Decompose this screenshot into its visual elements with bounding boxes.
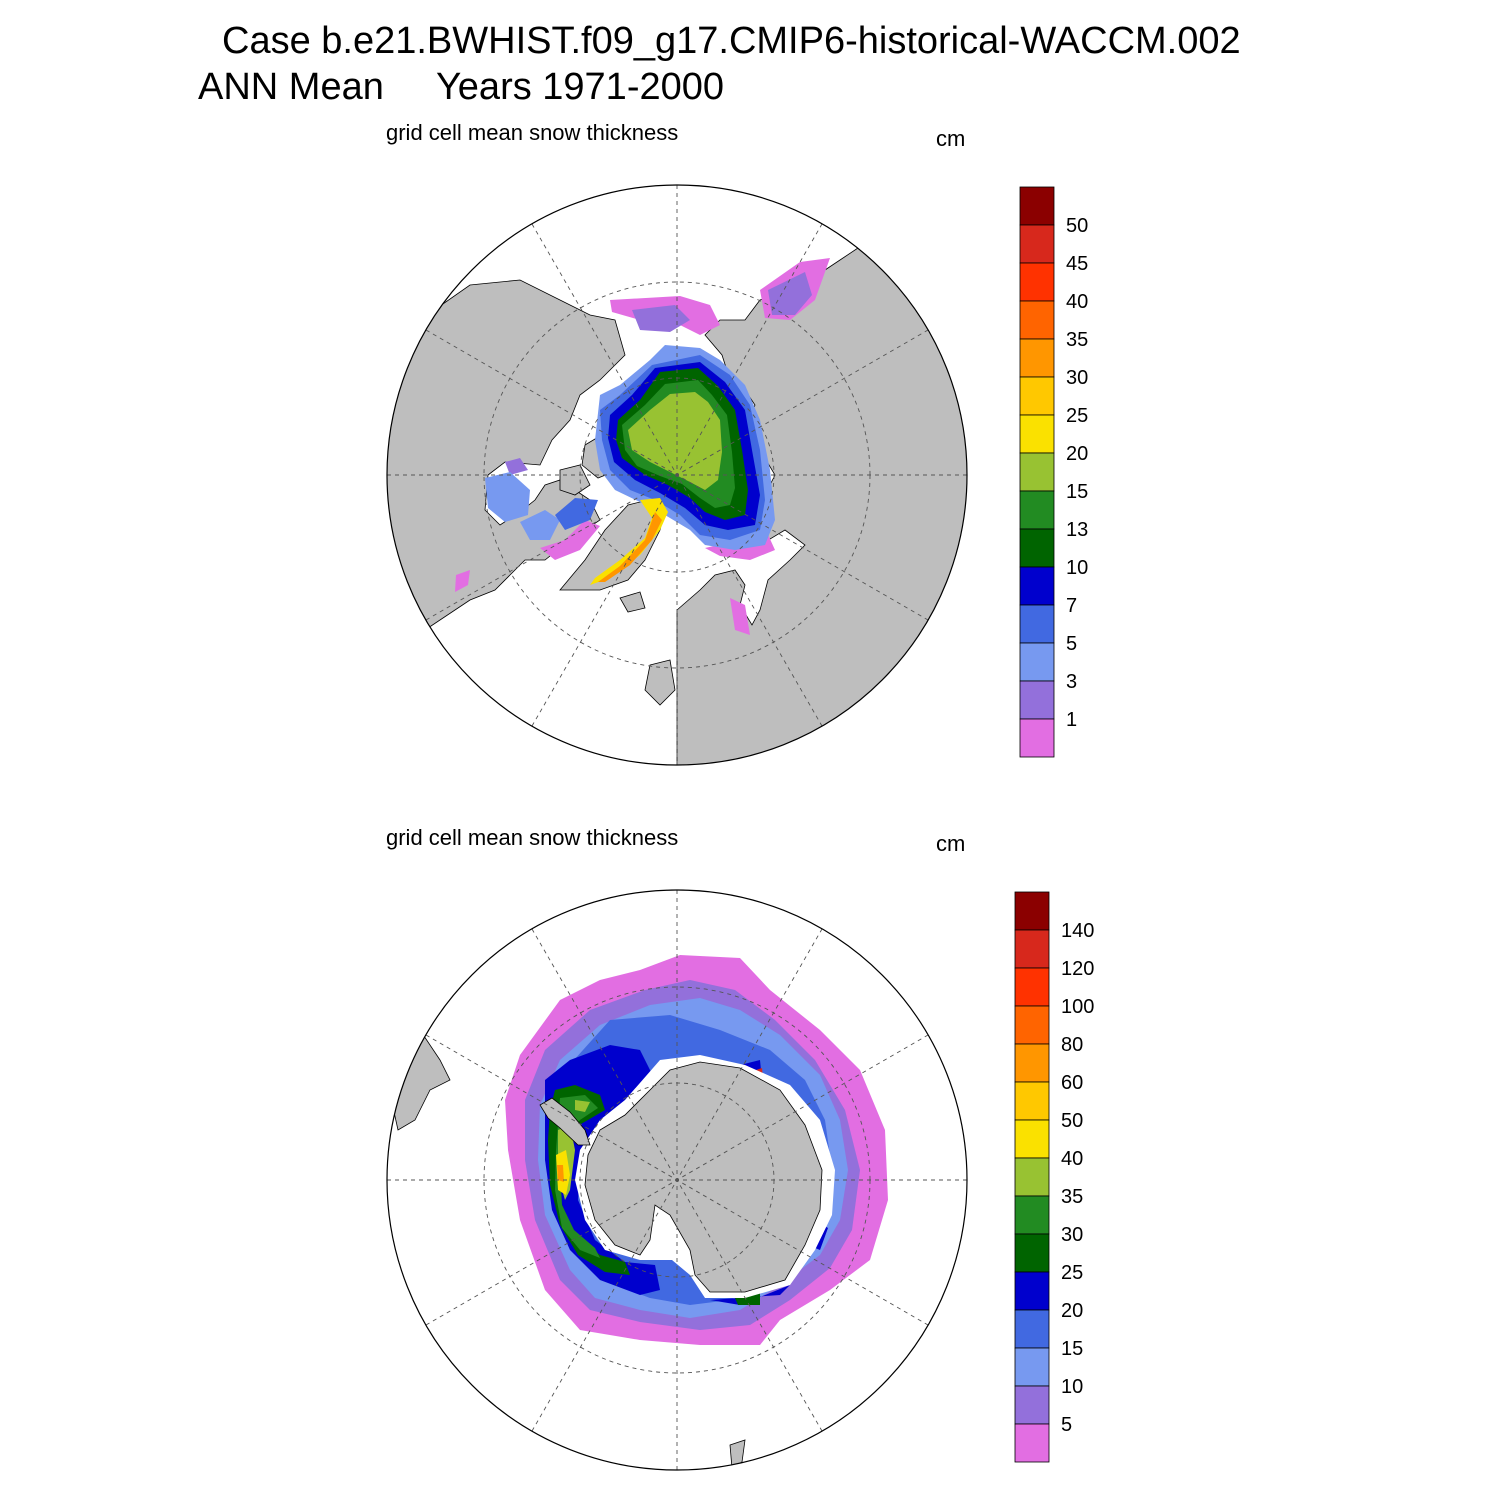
north-colorbar-box-7 — [1019, 452, 1055, 492]
south-colorbar-tick-label: 40 — [1061, 1148, 1083, 1170]
south-colorbar: 140 120 100 80 60 50 40 35 30 25 20 15 10 5 — [1014, 891, 1094, 1463]
south-land-africa-tip — [729, 1439, 746, 1469]
north-colorbar-tick-label: 25 — [1066, 405, 1088, 427]
south-colorbar-tick-label: 30 — [1061, 1224, 1083, 1246]
north-colorbar-tick-label: 5 — [1066, 633, 1077, 655]
south-land-peninsula — [539, 1097, 591, 1146]
north-colorbar-tick-label: 13 — [1066, 519, 1088, 541]
south-colorbar-tick-label: 10 — [1061, 1376, 1083, 1398]
south-colorbar-box-12 — [1014, 1347, 1050, 1387]
south-colorbar-tick-label: 80 — [1061, 1034, 1083, 1056]
south-colorbar-tick-label: 20 — [1061, 1300, 1083, 1322]
south-colorbar-box-0 — [1014, 891, 1050, 931]
north-colorbar-tick-label: 15 — [1066, 481, 1088, 503]
north-colorbar-tick-label: 35 — [1066, 329, 1088, 351]
south-colorbar-box-3 — [1014, 1005, 1050, 1045]
north-colorbar-box-3 — [1019, 300, 1055, 340]
north-colorbar-tick-label: 40 — [1066, 291, 1088, 313]
north-colorbar-box-0 — [1019, 186, 1055, 226]
north-colorbar-box-13 — [1019, 680, 1055, 720]
north-polar-map — [386, 184, 968, 766]
south-colorbar-box-9 — [1014, 1233, 1050, 1273]
south-colorbar-box-13 — [1014, 1385, 1050, 1425]
figure-title-line-2: ANN Mean Years 1971-2000 — [198, 66, 725, 108]
south-colorbar-tick-label: 15 — [1061, 1338, 1083, 1360]
south-colorbar-box-10 — [1014, 1271, 1050, 1311]
north-colorbar-tick-label: 3 — [1066, 671, 1077, 693]
south-colorbar-tick-label: 35 — [1061, 1186, 1083, 1208]
north-snow-band-10 — [598, 512, 662, 582]
north-colorbar-tick-label: 30 — [1066, 367, 1088, 389]
south-polar-map — [386, 889, 968, 1471]
north-colorbar-box-2 — [1019, 262, 1055, 302]
north-colorbar-box-6 — [1019, 414, 1055, 454]
south-colorbar-box-11 — [1014, 1309, 1050, 1349]
north-colorbar-tick-label: 1 — [1066, 709, 1077, 731]
north-colorbar-box-5 — [1019, 376, 1055, 416]
north-snow-band-9 — [590, 498, 668, 585]
south-panel-label: grid cell mean snow thickness — [386, 825, 679, 850]
north-colorbar-box-9 — [1019, 528, 1055, 568]
north-snow-band-8 — [628, 392, 722, 490]
south-colorbar-tick-label: 120 — [1061, 958, 1094, 980]
north-colorbar-box-1 — [1019, 224, 1055, 264]
south-colorbar-box-2 — [1014, 967, 1050, 1007]
north-colorbar-tick-label: 20 — [1066, 443, 1088, 465]
north-colorbar: 50 45 40 35 30 25 20 15 13 10 7 5 3 1 — [1019, 186, 1088, 758]
south-colorbar-box-4 — [1014, 1043, 1050, 1083]
south-colorbar-tick-label: 60 — [1061, 1072, 1083, 1094]
south-snow-band-10 — [557, 1165, 564, 1182]
south-colorbar-box-1 — [1014, 929, 1050, 969]
south-colorbar-tick-label: 140 — [1061, 920, 1094, 942]
south-colorbar-tick-label: 50 — [1061, 1110, 1083, 1132]
north-colorbar-box-8 — [1019, 490, 1055, 530]
north-colorbar-box-14 — [1019, 718, 1055, 758]
south-colorbar-box-8 — [1014, 1195, 1050, 1235]
south-colorbar-tick-label: 5 — [1061, 1414, 1072, 1436]
south-land-antarctica — [584, 1061, 823, 1293]
figure-title-line-1: Case b.e21.BWHIST.f09_g17.CMIP6-historic… — [222, 20, 1241, 62]
north-colorbar-box-10 — [1019, 566, 1055, 606]
north-units-label: cm — [936, 126, 966, 151]
north-snow-band-2 — [505, 272, 812, 475]
south-colorbar-box-6 — [1014, 1119, 1050, 1159]
south-colorbar-box-5 — [1014, 1081, 1050, 1121]
south-colorbar-box-7 — [1014, 1157, 1050, 1197]
south-colorbar-tick-label: 100 — [1061, 996, 1094, 1018]
south-colorbar-box-14 — [1014, 1423, 1050, 1463]
south-colorbar-tick-label: 25 — [1061, 1262, 1083, 1284]
north-colorbar-tick-label: 7 — [1066, 595, 1077, 617]
north-colorbar-box-11 — [1019, 604, 1055, 644]
north-colorbar-tick-label: 10 — [1066, 557, 1088, 579]
south-units-label: cm — [936, 831, 966, 856]
north-panel-label: grid cell mean snow thickness — [386, 120, 679, 145]
south-snow-band-7 — [555, 1095, 600, 1258]
north-colorbar-box-12 — [1019, 642, 1055, 682]
north-colorbar-tick-label: 45 — [1066, 253, 1088, 275]
north-colorbar-box-4 — [1019, 338, 1055, 378]
north-colorbar-tick-label: 50 — [1066, 215, 1088, 237]
